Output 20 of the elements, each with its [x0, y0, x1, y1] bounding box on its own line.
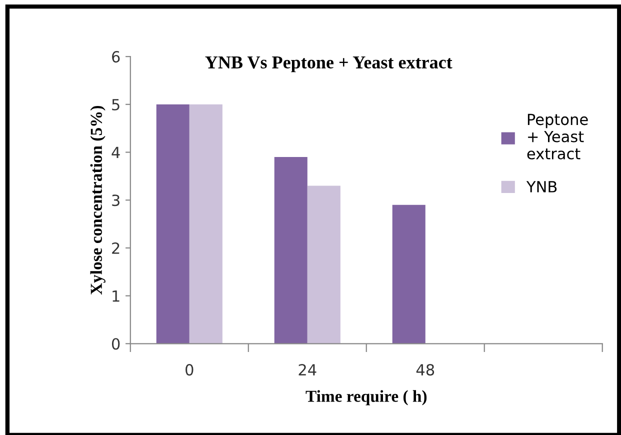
- bar: [189, 104, 222, 344]
- y-tick-label: 0: [112, 338, 120, 350]
- bar: [156, 104, 190, 344]
- y-tick-label: 1: [112, 290, 120, 302]
- y-tick-label: 5: [112, 99, 120, 110]
- legend-label: YNB: [526, 181, 557, 192]
- y-axis-title: Xylose concentration (5%): [90, 106, 106, 295]
- y-tick-label: 6: [112, 51, 120, 63]
- bar: [392, 204, 426, 344]
- bar: [307, 186, 340, 344]
- x-axis-title: Time require ( h): [306, 390, 427, 406]
- chart-title: YNB Vs Peptone + Yeast extract: [205, 56, 452, 72]
- x-tick-label: 24: [298, 364, 316, 376]
- y-tick-label: 4: [112, 146, 120, 158]
- x-tick-label: 0: [186, 364, 194, 376]
- y-tick-label: 2: [112, 242, 120, 254]
- legend-label: Peptone + Yeast extract: [527, 114, 588, 160]
- bar: [274, 157, 308, 344]
- y-tick-label: 3: [112, 194, 120, 206]
- x-tick-label: 48: [416, 364, 434, 376]
